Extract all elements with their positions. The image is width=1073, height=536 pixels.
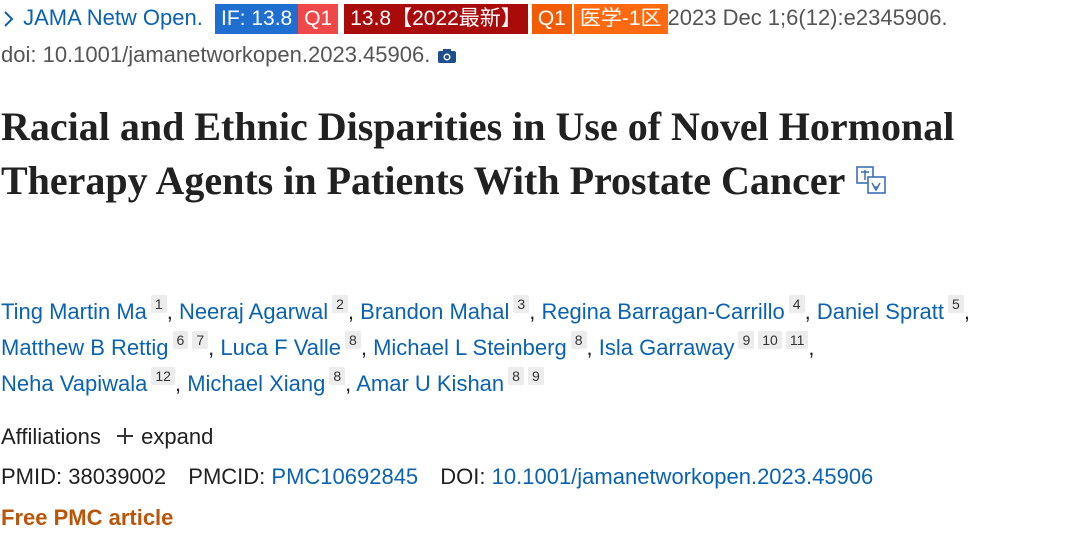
affiliation-number[interactable]: 12 — [151, 367, 175, 385]
doi-label: DOI: — [440, 464, 486, 489]
author-separator: , — [347, 299, 355, 324]
affiliations-label: Affiliations — [1, 424, 101, 449]
author-line: Neha Vapiwala 12, Michael Xiang 8, Amar U … — [1, 367, 544, 400]
journal-link[interactable]: JAMA Netw Open. — [23, 5, 203, 30]
affiliations-row: Affiliations expand — [1, 421, 213, 453]
title-text: Racial and Ethnic Disparities in Use of … — [1, 104, 955, 203]
doi-link[interactable]: 10.1001/jamanetworkopen.2023.45906 — [491, 464, 874, 489]
article-title: Racial and Ethnic Disparities in Use of … — [1, 100, 1069, 208]
author-separator: , — [166, 299, 173, 324]
chevron-icon — [4, 11, 14, 27]
badge: 13.8【2022最新】 — [344, 4, 528, 35]
author-separator: , — [586, 335, 593, 360]
pmcid-link[interactable]: PMC10692845 — [271, 464, 419, 489]
affiliation-number[interactable]: 9 — [527, 367, 544, 385]
author-name[interactable]: Brandon Mahal — [360, 299, 510, 324]
affiliation-number[interactable]: 7 — [192, 331, 209, 349]
author-name[interactable]: Matthew B Rettig — [1, 335, 169, 360]
affiliation-number[interactable]: 2 — [332, 295, 348, 313]
author-name[interactable]: Regina Barragan-Carrillo — [541, 299, 785, 324]
author-separator: , — [808, 335, 815, 360]
author-name[interactable]: Neha Vapiwala — [1, 371, 148, 396]
affiliation-number[interactable]: 9 — [738, 331, 755, 349]
author-name[interactable]: Isla Garraway — [598, 335, 735, 360]
author-separator: , — [174, 371, 182, 396]
author-separator: , — [345, 371, 352, 396]
author-line: Ting Martin Ma 1, Neeraj Agarwal 2, Brando… — [1, 295, 970, 328]
affiliation-number[interactable]: 1 — [150, 295, 167, 313]
translate-icon[interactable] — [855, 164, 889, 196]
author-separator: , — [360, 335, 367, 360]
pmid: 38039002 — [68, 464, 167, 489]
author-separator: , — [529, 299, 536, 324]
author-name[interactable]: Michael Xiang — [187, 371, 326, 396]
camera-icon[interactable] — [436, 47, 458, 65]
affiliation-number[interactable]: 8 — [345, 331, 361, 349]
affiliation-number[interactable]: 11 — [785, 331, 809, 349]
citation-doi: doi: 10.1001/jamanetworkopen.2023.45906. — [1, 42, 431, 67]
author-name[interactable]: Daniel Spratt — [816, 299, 945, 324]
author-name[interactable]: Michael L Steinberg — [373, 335, 567, 360]
affiliation-number[interactable]: 6 — [172, 331, 189, 349]
author-line: Matthew B Rettig 6 7, Luca F Valle 8, Micha… — [1, 331, 815, 364]
affiliation-number[interactable]: 8 — [329, 367, 346, 385]
pmid-label: PMID: — [1, 464, 63, 489]
author-separator: , — [208, 335, 215, 360]
pmcid-label: PMCID: — [188, 464, 266, 489]
affiliations-toggle[interactable]: expand — [141, 424, 214, 449]
author-separator: , — [963, 299, 970, 324]
author-name[interactable]: Neeraj Agarwal — [178, 299, 329, 324]
affiliation-number[interactable]: 8 — [570, 331, 587, 349]
affiliation-number[interactable]: 4 — [788, 295, 805, 313]
citation-line: JAMA Netw Open. IF: 13.8 Q1 13.8【2022最新】 Q1… — [1, 2, 948, 35]
citation-date: 2023 Dec 1;6(12):e2345906. — [667, 5, 948, 30]
affiliation-number[interactable]: 5 — [948, 295, 964, 313]
author-name[interactable]: Ting Martin Ma — [1, 299, 147, 324]
affiliation-number[interactable]: 3 — [513, 295, 530, 313]
author-name[interactable]: Amar U Kishan — [356, 371, 505, 396]
badge: 医学-1区 — [573, 4, 668, 35]
badge: Q1 — [531, 4, 572, 35]
author-separator: , — [804, 299, 811, 324]
identifiers-row: PMID: 38039002 PMCID: PMC10692845 DOI: 1… — [1, 461, 873, 493]
badge: IF: 13.8 — [215, 4, 299, 35]
author-name[interactable]: Luca F Valle — [220, 335, 342, 360]
doi-line: doi: 10.1001/jamanetworkopen.2023.45906. — [1, 39, 458, 71]
badge: Q1 — [298, 4, 339, 35]
free-article[interactable]: Free PMC article — [1, 505, 174, 530]
affiliation-number[interactable]: 8 — [508, 367, 524, 385]
plus-icon[interactable] — [115, 426, 135, 446]
affiliation-number[interactable]: 10 — [758, 331, 782, 349]
